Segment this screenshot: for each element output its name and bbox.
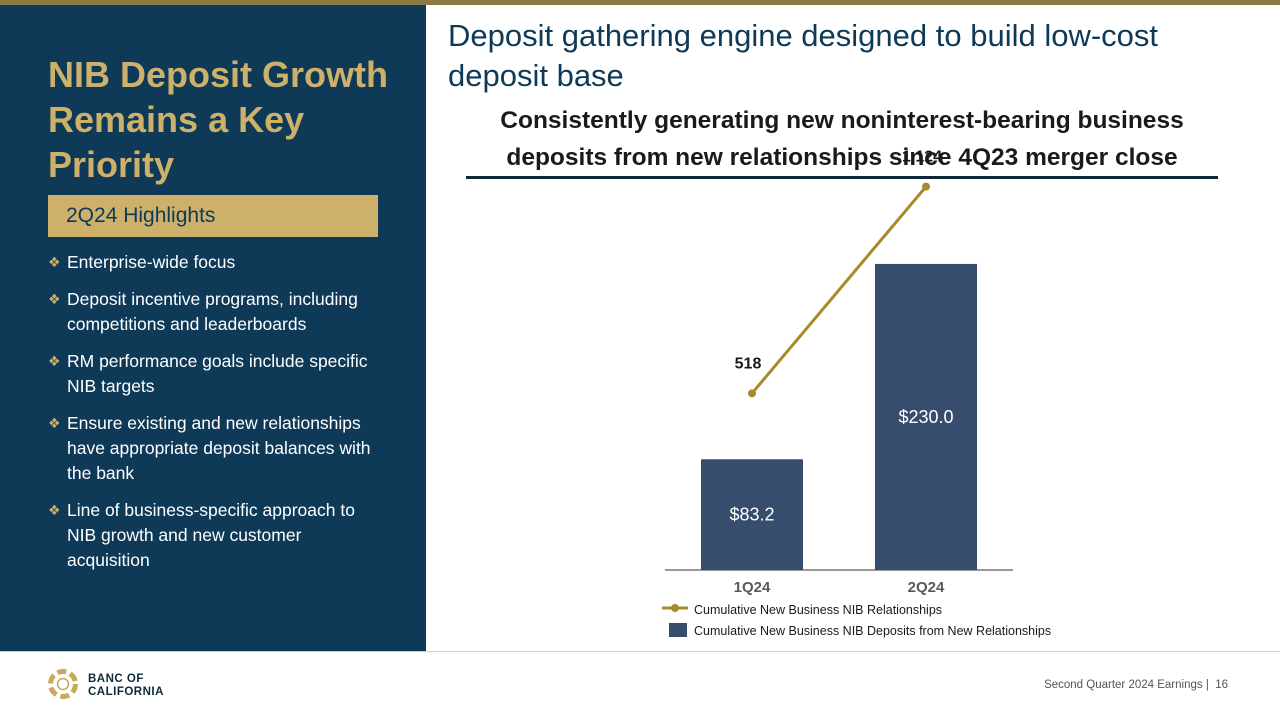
list-item: ❖ Deposit incentive programs, including c… xyxy=(48,289,358,334)
list-item: ❖ Line of business-specific approach to N… xyxy=(48,500,355,570)
legend-label-relationships: Cumulative New Business NIB Relationship… xyxy=(694,603,942,617)
page-number: 16 xyxy=(1215,679,1228,691)
page-title: Deposit gathering engine designed to bui… xyxy=(448,18,1159,93)
footer-rule xyxy=(0,651,1280,652)
banc-of-california-logo-icon xyxy=(48,669,78,699)
line-data-label: 518 xyxy=(735,355,762,372)
highlights-list: ❖ Enterprise-wide focus ❖ Deposit incentiv… xyxy=(48,250,388,585)
logo-wordmark: BANC OF CALIFORNIA xyxy=(88,673,164,698)
left-panel xyxy=(0,5,426,651)
list-item: ❖ RM performance goals include specific N… xyxy=(48,351,368,396)
x-tick-label: 2Q24 xyxy=(908,579,945,596)
subtitle-underline xyxy=(466,176,1218,179)
top-accent-rule xyxy=(0,0,1280,5)
diamond-bullet-icon: ❖ xyxy=(48,415,61,431)
legend-label-deposits: Cumulative New Business NIB Deposits fro… xyxy=(694,624,1051,638)
list-item: ❖ Ensure existing and new relationships h… xyxy=(48,413,371,483)
diamond-bullet-icon: ❖ xyxy=(48,254,61,270)
x-tick-label: 1Q24 xyxy=(734,579,771,596)
line-point-2q24 xyxy=(922,182,930,191)
legend-bar-swatch xyxy=(669,623,687,637)
diamond-bullet-icon: ❖ xyxy=(48,353,61,369)
diamond-bullet-icon: ❖ xyxy=(48,291,61,307)
bar-data-label: $83.2 xyxy=(729,505,774,525)
relationships-line xyxy=(750,185,928,395)
bar-data-label: $230.0 xyxy=(898,407,953,427)
line-data-label: 1,124 xyxy=(902,149,942,166)
highlights-label: 2Q24 Highlights xyxy=(48,195,378,237)
chart-subtitle: Consistently generating new noninterest-… xyxy=(500,107,1184,171)
panel-title: NIB Deposit Growth Remains a Key Priorit… xyxy=(48,54,388,185)
footer-caption: Second Quarter 2024 Earnings | 16 xyxy=(1044,679,1228,691)
bar-2q24 xyxy=(875,263,977,570)
diamond-bullet-icon: ❖ xyxy=(48,502,61,518)
bar-1q24 xyxy=(701,459,803,570)
list-item: ❖ Enterprise-wide focus xyxy=(48,250,388,275)
legend-line-dot xyxy=(671,604,679,612)
line-point-1q24 xyxy=(748,389,756,398)
